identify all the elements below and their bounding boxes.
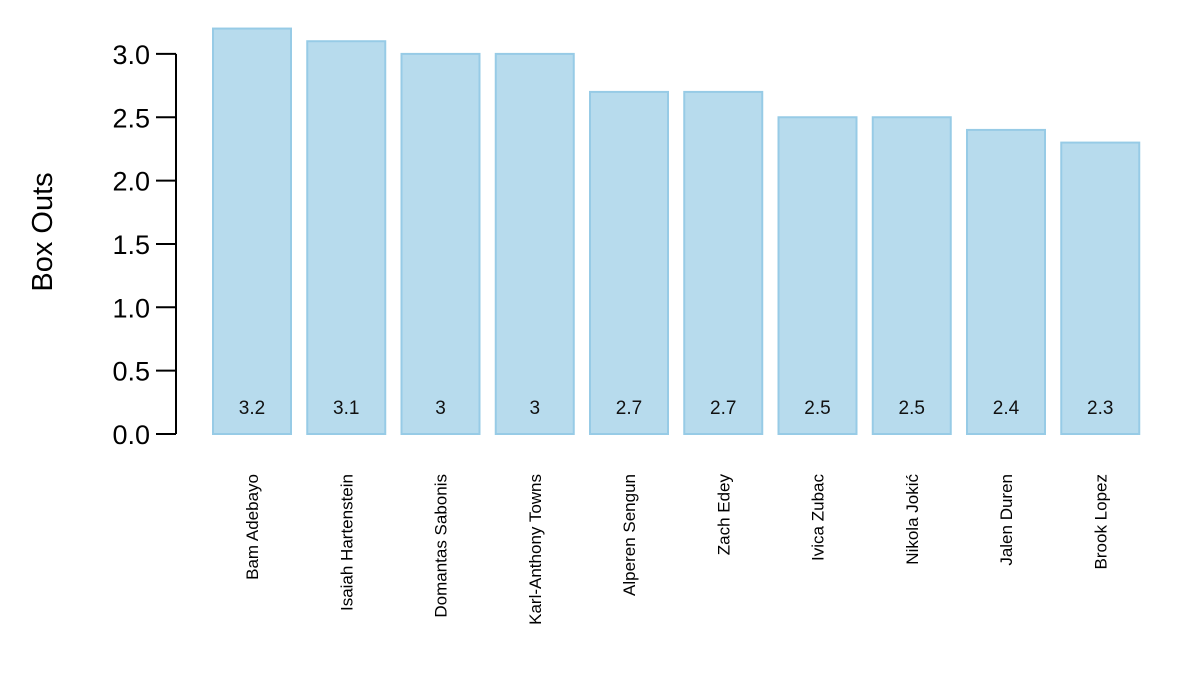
bar xyxy=(306,40,387,435)
bar-value-label: 3.2 xyxy=(239,398,265,419)
x-tick-label: Bam Adebayo xyxy=(243,474,262,580)
x-tick-label: Ivica Zubac xyxy=(809,474,828,561)
bar xyxy=(589,90,669,435)
bar-value-label: 2.5 xyxy=(899,398,925,419)
y-tick-label: 3.0 xyxy=(112,40,150,70)
bar xyxy=(871,116,952,435)
x-tick-label: Zach Edey xyxy=(714,474,733,556)
bar xyxy=(212,27,292,436)
bar xyxy=(777,116,858,435)
x-axis-labels: Bam Adebayo Isaiah Hartenstein Domantas Sa… xyxy=(243,474,1110,625)
bar-value-label: 3 xyxy=(435,398,446,419)
x-tick-label: Brook Lopez xyxy=(1091,474,1110,569)
x-tick-label: Nikola Jokić xyxy=(903,474,922,565)
x-tick-label: Alperen Sengun xyxy=(620,474,639,596)
bar-value-label: 2.7 xyxy=(616,398,642,419)
bar xyxy=(683,90,764,435)
bar xyxy=(400,52,481,436)
bar-value-label: 3.1 xyxy=(333,398,359,419)
bar-value-label: 2.3 xyxy=(1087,398,1113,419)
bar xyxy=(1060,141,1141,435)
bar-value-label: 3 xyxy=(529,398,540,419)
y-tick-label: 2.5 xyxy=(112,103,150,133)
y-tick-label: 0.0 xyxy=(112,420,150,450)
x-tick-label: Domantas Sabonis xyxy=(432,474,451,618)
y-axis-label: Box Outs xyxy=(27,172,59,291)
x-tick-label: Jalen Duren xyxy=(997,474,1016,566)
bar-value-label: 2.7 xyxy=(710,398,736,419)
x-tick-label: Isaiah Hartenstein xyxy=(337,474,356,611)
bar-value-label: 2.5 xyxy=(804,398,830,419)
y-tick-label: 0.5 xyxy=(112,357,150,387)
x-tick-label: Karl-Anthony Towns xyxy=(526,474,545,625)
bar-value-label: 2.4 xyxy=(993,398,1020,419)
bar xyxy=(494,52,575,436)
y-tick-label: 2.0 xyxy=(112,167,150,197)
y-tick-label: 1.5 xyxy=(112,230,150,260)
bar-value-labels: 3.2 3.1 3 3 2.7 2.7 2.5 2.5 2.4 2.3 xyxy=(239,398,1114,419)
bars xyxy=(212,27,1141,436)
y-tick-label: 1.0 xyxy=(112,293,150,323)
bar xyxy=(966,128,1046,435)
y-axis: 0.0 0.5 1.0 1.5 2.0 2.5 3.0 xyxy=(112,40,177,450)
